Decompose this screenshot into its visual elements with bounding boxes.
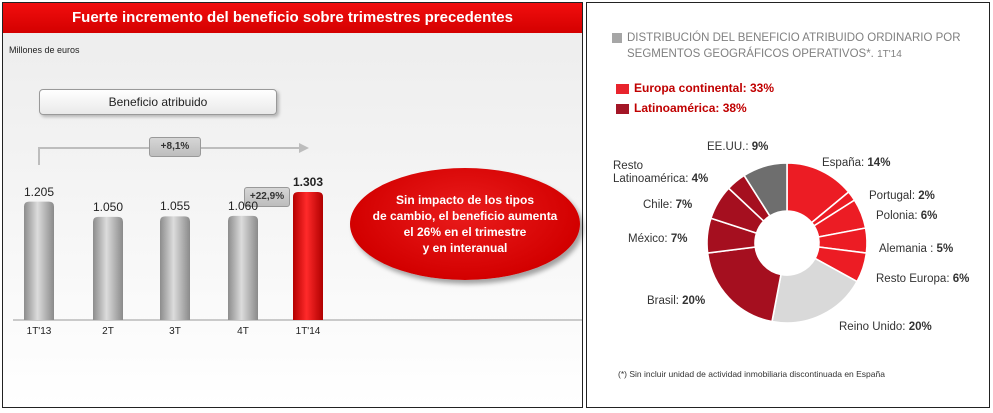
legend-europa: Europa continental: 33% <box>634 81 775 95</box>
growth-badge-quarter: +22,9% <box>244 187 290 207</box>
growth-arrow-line <box>38 147 301 165</box>
footnote: (*) Sin incluir unidad de actividad inmo… <box>618 369 885 379</box>
callout-bubble: Sin impacto de los tipos de cambio, el b… <box>350 168 580 280</box>
pie-chart-panel: DISTRIBUCIÓN DEL BENEFICIO ATRIBUIDO ORD… <box>586 2 990 408</box>
legend-swatch-latam <box>616 104 629 114</box>
slice-label: España: 14% <box>822 157 891 169</box>
callout-line: Sin impacto de los tipos <box>395 193 535 207</box>
pie-title: DISTRIBUCIÓN DEL BENEFICIO ATRIBUIDO ORD… <box>627 30 987 63</box>
slice-label: Polonia: 6% <box>876 210 938 222</box>
bar-category-label: 1T'14 <box>295 326 321 337</box>
series-label: Beneficio atribuido <box>39 89 277 115</box>
bar-value-label: 1.205 <box>23 184 55 199</box>
bar-chart-panel: Fuerte incremento del beneficio sobre tr… <box>2 2 583 408</box>
bar-1T'14 <box>293 192 323 320</box>
slice-label: México: 7% <box>628 233 688 245</box>
callout-line: el 26% en el trimestre <box>403 225 527 239</box>
bar-2T <box>93 216 123 320</box>
bar-value-label: 1.303 <box>292 175 324 189</box>
legend-latam: Latinoamérica: 38% <box>634 101 747 115</box>
slice-label: Resto Latinoamérica: 4% <box>613 160 709 185</box>
bar-value-label: 1.050 <box>92 199 124 214</box>
bar-category-label: 1T'13 <box>26 326 52 337</box>
pie-subtitle: 1T'14 <box>877 49 902 60</box>
bar-category-label: 2T <box>102 326 114 337</box>
bar-value-label: 1.060 <box>227 198 259 213</box>
bar-1T'13 <box>24 201 54 320</box>
slice-label: Resto Europa: 6% <box>876 273 970 285</box>
units-label: Millones de euros <box>9 45 80 55</box>
bar-category-label: 4T <box>237 326 249 337</box>
growth-arrowhead-icon <box>299 143 309 153</box>
bar-4T <box>228 215 258 320</box>
pie-slice-reino-unido <box>771 257 859 324</box>
pie-slice-ee.uu. <box>743 162 788 218</box>
slice-label: Brasil: 20% <box>647 295 706 307</box>
legend-swatch-europa <box>616 84 629 94</box>
bar-value-label: 1.055 <box>159 199 191 214</box>
panel-title: Fuerte incremento del beneficio sobre tr… <box>3 3 582 33</box>
bar-category-label: 3T <box>169 326 181 337</box>
growth-badge-year: +8,1% <box>149 137 201 157</box>
callout-line: y en interanual <box>422 241 508 255</box>
slice-label: EE.UU.: 9% <box>707 141 769 153</box>
slice-label: Portugal: 2% <box>869 190 935 202</box>
slice-label: Reino Unido: 20% <box>839 321 932 333</box>
pie-slice-brasil <box>706 246 782 323</box>
donut-chart <box>706 162 868 324</box>
bar-chart <box>13 143 582 321</box>
slice-label: Alemania : 5% <box>879 243 954 255</box>
callout-line: de cambio, el beneficio aumenta <box>372 209 558 223</box>
bar-3T <box>160 216 190 320</box>
slice-label: Chile: 7% <box>643 199 693 211</box>
title-square-icon <box>612 33 622 43</box>
pie-title-text: DISTRIBUCIÓN DEL BENEFICIO ATRIBUIDO ORD… <box>627 32 961 60</box>
